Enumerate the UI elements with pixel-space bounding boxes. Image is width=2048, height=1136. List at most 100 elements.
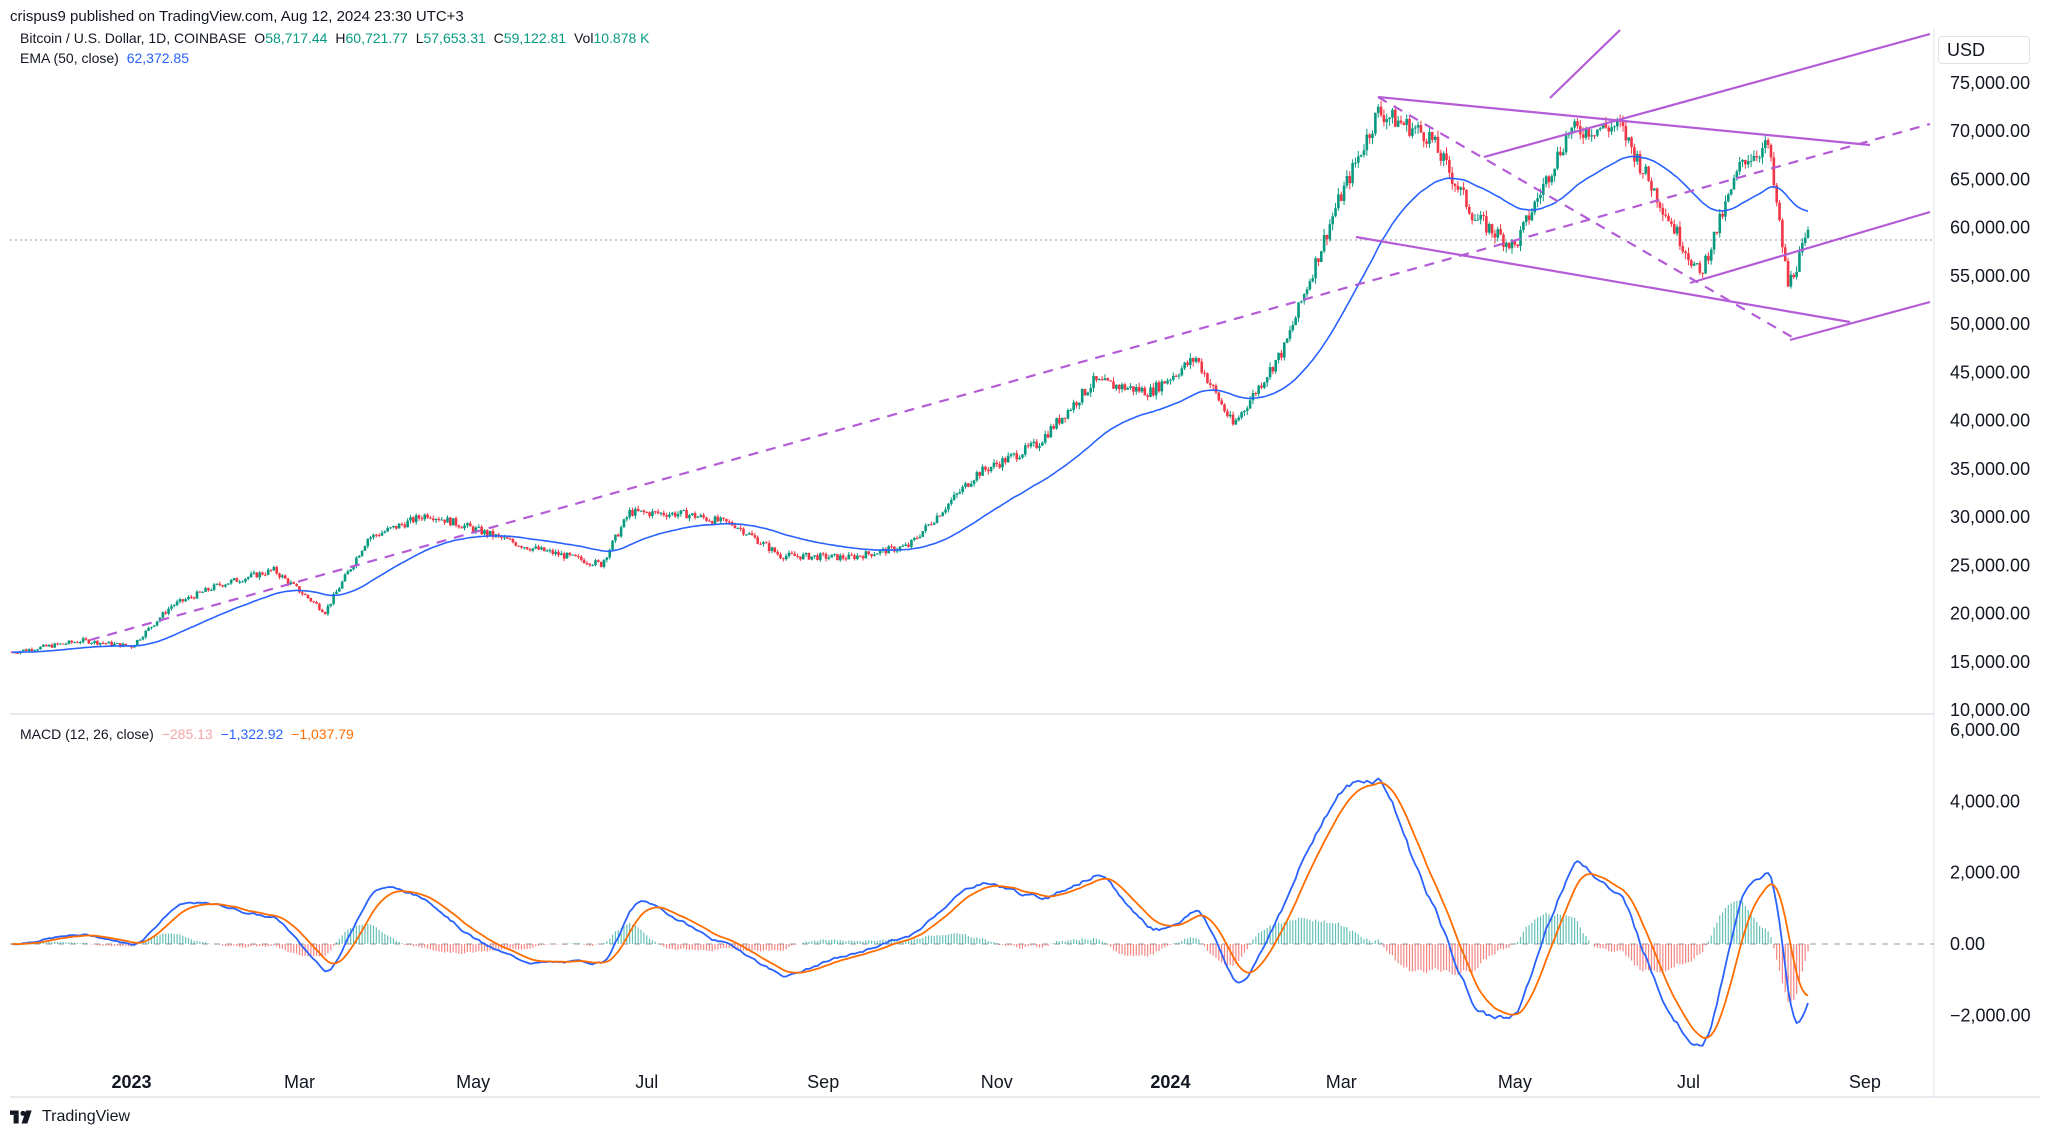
- candle-body: [409, 517, 412, 521]
- candle-body: [1598, 128, 1602, 130]
- candle-body: [1806, 229, 1810, 238]
- candle-body: [1758, 157, 1761, 159]
- candle-body: [540, 547, 543, 550]
- candle-body: [713, 516, 717, 524]
- candle-body: [545, 550, 549, 552]
- candle-body: [770, 547, 774, 551]
- candle-body: [460, 527, 464, 529]
- ema-label: EMA (50, close): [20, 50, 119, 66]
- candle-body: [853, 555, 856, 560]
- footer-brand: TradingView: [42, 1108, 131, 1125]
- candle-body: [1621, 121, 1625, 127]
- candle-body: [113, 643, 116, 646]
- candle-body: [1502, 234, 1505, 247]
- candle-body: [756, 537, 760, 544]
- candle-body: [141, 637, 145, 640]
- candle-body: [1561, 152, 1565, 156]
- candle-body: [1208, 383, 1212, 385]
- candle-body: [1433, 136, 1437, 140]
- candle-body: [215, 583, 219, 585]
- candle-body: [907, 544, 910, 547]
- candle-body: [252, 572, 256, 574]
- candle-body: [195, 591, 199, 599]
- candle-body: [394, 525, 398, 529]
- candle-body: [830, 554, 834, 558]
- candle-body: [1103, 378, 1107, 381]
- candle-body: [895, 549, 899, 552]
- candle-body: [477, 526, 481, 528]
- candle-body: [1664, 214, 1667, 216]
- candle-body: [1032, 441, 1036, 444]
- candle-body: [246, 577, 250, 579]
- candle-body: [258, 572, 261, 578]
- low-label: L: [415, 30, 424, 46]
- candle-body: [67, 640, 71, 644]
- price-tick-label: 30,000.00: [1950, 507, 2030, 527]
- candle-body: [995, 462, 999, 465]
- candle-body: [1507, 242, 1511, 249]
- candle-body: [989, 466, 993, 472]
- candle-body: [412, 517, 415, 523]
- candle-body: [59, 643, 62, 645]
- candle-body: [1337, 194, 1340, 209]
- candle-body: [118, 643, 122, 647]
- candle-body: [1100, 379, 1104, 381]
- price-axis: 75,000.00 70,000.00 65,000.00 60,000.00 55,0…: [1950, 73, 2030, 720]
- candle-body: [1342, 185, 1346, 201]
- candle-body: [525, 547, 529, 550]
- candle-body: [1667, 215, 1670, 222]
- candle-body: [389, 527, 392, 529]
- candle-body: [255, 572, 259, 578]
- candle-body: [16, 652, 19, 654]
- candle-body: [981, 466, 984, 476]
- candle-body: [511, 538, 515, 543]
- macd-signal-value: −1,037.79: [291, 726, 354, 742]
- candle-body: [486, 530, 489, 536]
- candle-body: [1072, 402, 1075, 411]
- symbol-label: Bitcoin / U.S. Dollar, 1D, COINBASE: [20, 30, 247, 46]
- candle-body: [762, 542, 765, 544]
- candle-body: [696, 516, 700, 518]
- candle-body: [807, 553, 811, 560]
- currency-selector[interactable]: USD: [1938, 36, 2030, 64]
- candle-body: [1268, 367, 1272, 378]
- time-tick-label: Jul: [635, 1072, 658, 1092]
- candle-body: [1388, 117, 1391, 120]
- candle-body: [1328, 224, 1332, 240]
- candle-body: [480, 526, 483, 535]
- candle-body: [1593, 135, 1596, 137]
- candle-body: [673, 512, 677, 517]
- candle-body: [1112, 381, 1115, 389]
- candle-body: [634, 508, 637, 516]
- candle-body: [1109, 380, 1112, 382]
- candle-body: [1089, 387, 1093, 393]
- candle-body: [366, 538, 370, 547]
- candle-body: [155, 621, 159, 626]
- candle-body: [1277, 352, 1280, 361]
- candle-body: [264, 574, 267, 576]
- candle-body: [329, 603, 333, 606]
- candle-body: [716, 516, 720, 522]
- price-tick-label: 35,000.00: [1950, 459, 2030, 479]
- candle-body: [1169, 379, 1172, 381]
- candle-body: [39, 646, 42, 650]
- candle-body: [975, 472, 979, 481]
- candle-body: [295, 583, 298, 587]
- candle-body: [73, 642, 76, 644]
- candle-body: [1729, 189, 1733, 195]
- candle-body: [893, 546, 896, 552]
- candle-body: [1724, 201, 1727, 217]
- candle-body: [232, 578, 236, 580]
- time-axis: 2023 Mar May Jul Sep Nov 2024 Mar May Jul Sep: [112, 1072, 1881, 1092]
- candle-body: [631, 510, 634, 516]
- candle-body: [750, 533, 754, 536]
- candle-body: [796, 555, 799, 557]
- candle-body: [349, 569, 353, 572]
- high-value: 60,721.77: [345, 30, 408, 46]
- candle-body: [1635, 154, 1639, 162]
- time-tick-label: May: [1498, 1072, 1532, 1092]
- candle-body: [1265, 377, 1269, 383]
- candle-body: [1177, 375, 1181, 377]
- candle-body: [201, 591, 205, 593]
